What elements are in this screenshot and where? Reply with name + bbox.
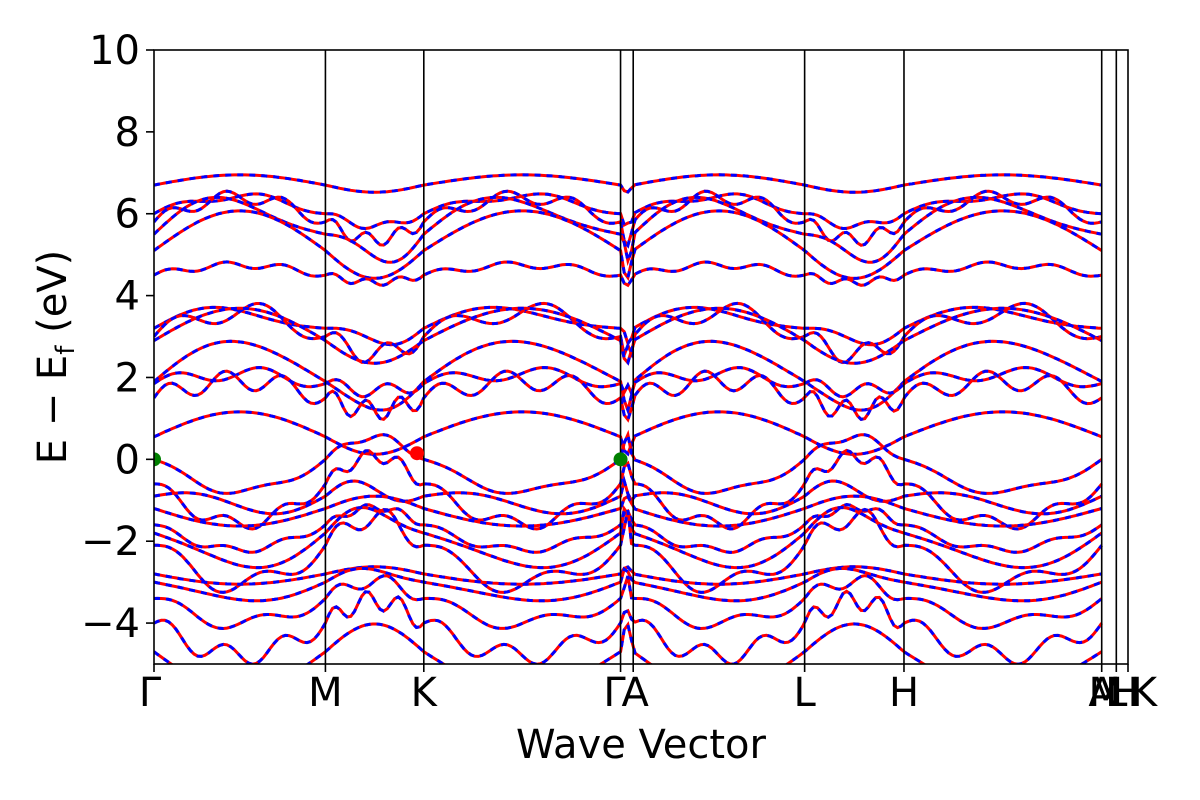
- x-tick-label: H: [889, 670, 919, 716]
- x-tick-label: K: [1131, 670, 1159, 716]
- y-tick-label: −4: [81, 601, 140, 647]
- high-symmetry-lines: [324, 50, 1118, 664]
- y-tick-label: 8: [115, 110, 140, 156]
- y-tick-label: 10: [89, 28, 140, 74]
- band-line-spin-dn: [154, 306, 1103, 366]
- x-tick-label: K: [411, 670, 439, 716]
- x-tick-label: A: [1088, 670, 1116, 716]
- band-line-spin-dn: [154, 301, 1103, 365]
- y-tick-label: −2: [81, 519, 140, 565]
- y-axis: −4 −2 0 2 4 6 8 10: [81, 28, 154, 647]
- band-line-spin-dn: [154, 574, 1103, 631]
- x-tick-label: A: [622, 670, 650, 716]
- band-line-spin-up: [154, 494, 1103, 528]
- band-line-spin-up: [154, 429, 1103, 495]
- x-axis-title: Wave Vector: [516, 722, 767, 768]
- band-line-spin-dn: [154, 621, 1103, 664]
- x-tick-label: L: [1105, 670, 1128, 716]
- band-line-spin-up: [154, 574, 1103, 631]
- y-axis-title-main: E − E: [30, 355, 76, 465]
- x-tick-label: L: [793, 670, 816, 716]
- band-line-spin-up: [154, 410, 1103, 457]
- x-tick-label: M: [1088, 670, 1123, 716]
- band-line-spin-up: [154, 565, 1102, 586]
- band-line-spin-up: [154, 173, 1102, 194]
- x-tick-label: H: [1109, 670, 1139, 716]
- y-tick-label: 0: [115, 437, 140, 483]
- x-tick-label: M: [308, 670, 343, 716]
- band-line-spin-dn: [154, 448, 1103, 531]
- band-line-spin-dn: [154, 195, 1102, 267]
- y-tick-label: 4: [115, 274, 140, 320]
- band-line-spin-up: [154, 507, 1103, 594]
- band-line-spin-up: [154, 306, 1103, 366]
- x-tick-label: Γ: [603, 670, 626, 716]
- y-tick-label: 6: [115, 192, 140, 238]
- extrema-points: [154, 446, 628, 467]
- band-line-spin-up: [154, 566, 1103, 603]
- band-extremum-point: [409, 446, 424, 461]
- y-axis-title: E − Ef (eV): [30, 250, 81, 465]
- band-extremum-point: [613, 452, 628, 467]
- band-line-spin-up: [154, 503, 1103, 554]
- y-tick-label: 2: [115, 355, 140, 401]
- band-line-spin-up: [154, 260, 1102, 288]
- y-axis-title-unit: (eV): [30, 250, 76, 346]
- band-line-spin-up: [154, 301, 1103, 365]
- band-line-spin-dn: [154, 589, 1103, 664]
- band-extremum-point: [154, 452, 161, 467]
- plot-frame: [153, 49, 1129, 665]
- band-line-spin-dn: [154, 339, 1103, 416]
- band-line-spin-up: [154, 475, 1103, 516]
- band-line-spin-up: [154, 339, 1103, 416]
- band-line-spin-up: [154, 192, 1102, 231]
- band-line-spin-up: [154, 189, 1103, 249]
- band-line-spin-up: [154, 365, 1103, 399]
- y-axis-title-sub: f: [51, 345, 81, 355]
- x-tick-label: Γ: [139, 670, 162, 716]
- band-line-spin-dn: [154, 209, 1103, 282]
- bands-group: [154, 173, 1103, 664]
- band-line-spin-up: [154, 369, 1103, 423]
